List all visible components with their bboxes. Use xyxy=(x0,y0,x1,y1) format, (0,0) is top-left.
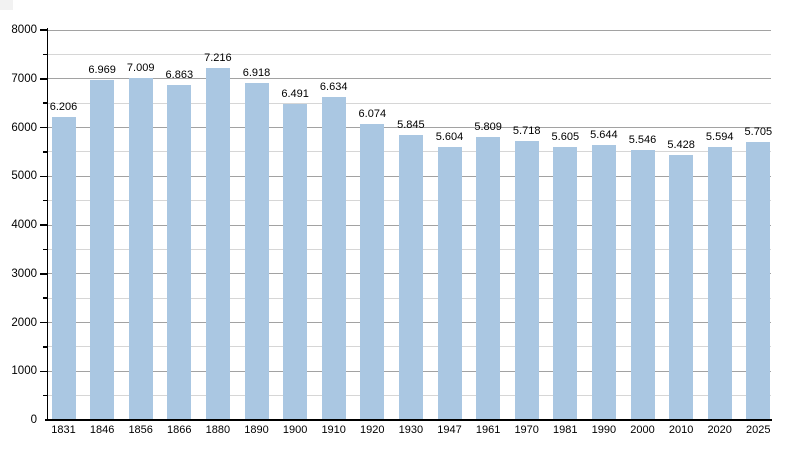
bar-1990 xyxy=(591,144,616,419)
bar-1831 xyxy=(51,117,76,419)
x-axis-tick-label: 1947 xyxy=(437,423,462,436)
bar-value-label: 6.074 xyxy=(358,107,387,120)
bar-1900 xyxy=(283,103,308,419)
bar-2025 xyxy=(746,141,771,419)
bar-2000 xyxy=(630,149,655,419)
bar-value-label: 6.491 xyxy=(281,87,309,100)
bar-1920 xyxy=(360,123,385,419)
y-major-tick xyxy=(40,78,48,80)
bar-1981 xyxy=(553,146,578,419)
y-minor-tick xyxy=(43,346,48,348)
bar-1880 xyxy=(205,68,230,419)
bar-value-label: 6.918 xyxy=(242,66,271,79)
y-minor-tick xyxy=(43,53,48,56)
bar-value-label: 7.009 xyxy=(126,62,155,75)
x-axis-tick-label: 2020 xyxy=(707,423,732,436)
bar-1890 xyxy=(244,82,269,419)
bar-1866 xyxy=(167,85,192,419)
y-axis-tick-label: 7000 xyxy=(11,72,37,85)
x-axis-tick-label: 1910 xyxy=(321,423,346,436)
y-axis-tick-label: 1000 xyxy=(11,365,37,378)
bar-value-label: 5.705 xyxy=(744,125,773,138)
bar-value-label: 6.863 xyxy=(165,69,194,82)
y-major-tick xyxy=(40,224,48,226)
x-axis-tick-label: 1890 xyxy=(244,423,269,436)
bar-value-label: 5.428 xyxy=(667,139,695,152)
bar-2020 xyxy=(707,147,732,419)
bar-2010 xyxy=(669,155,694,419)
y-major-tick xyxy=(40,321,48,324)
x-axis-tick-label: 1831 xyxy=(51,423,76,436)
y-major-tick xyxy=(40,29,48,31)
y-axis-line xyxy=(46,28,49,421)
bar-value-label: 5.809 xyxy=(474,120,502,133)
x-axis-tick-label: 1961 xyxy=(475,423,501,436)
minor-gridline xyxy=(48,53,771,55)
minor-gridline xyxy=(48,102,771,104)
y-major-tick xyxy=(40,370,48,372)
bar-value-label: 5.845 xyxy=(397,119,425,132)
bar-value-label: 5.546 xyxy=(628,133,657,146)
x-axis-tick-label: 1866 xyxy=(167,423,192,436)
bar-value-label: 5.604 xyxy=(435,130,464,143)
bar-1930 xyxy=(398,135,423,419)
y-minor-tick xyxy=(43,248,48,251)
y-minor-tick xyxy=(43,297,48,299)
x-axis-tick-label: 1880 xyxy=(205,423,231,436)
y-major-tick xyxy=(40,273,48,275)
y-axis-tick-label: 2000 xyxy=(11,316,37,329)
bar-1910 xyxy=(321,96,346,419)
y-major-tick xyxy=(40,126,48,129)
x-axis-tick-label: 1930 xyxy=(398,423,424,436)
y-axis-tick-label: 5000 xyxy=(11,170,37,183)
bar-value-label: 5.605 xyxy=(551,130,580,143)
x-axis-tick-label: 1920 xyxy=(360,423,385,436)
x-axis-tick-label: 2010 xyxy=(668,423,694,436)
y-minor-tick xyxy=(43,199,48,202)
x-axis-tick-label: 2025 xyxy=(746,423,771,436)
x-axis-tick-label: 2000 xyxy=(630,423,655,436)
bar-1947 xyxy=(437,146,462,419)
x-axis-tick-label: 1846 xyxy=(89,423,115,436)
bar-1970 xyxy=(514,141,539,419)
bar-value-label: 5.594 xyxy=(705,131,734,144)
bar-value-label: 6.634 xyxy=(319,80,348,93)
corner-artifact xyxy=(0,0,13,10)
bar-value-label: 7.216 xyxy=(204,52,232,65)
bar-1961 xyxy=(476,136,501,419)
y-axis-tick-label: 8000 xyxy=(11,24,37,36)
y-minor-tick xyxy=(43,102,48,104)
bar-value-label: 6.206 xyxy=(49,101,78,114)
x-axis-tick-label: 1990 xyxy=(591,423,617,436)
y-axis-tick-label: 0 xyxy=(30,414,37,426)
x-axis-tick-label: 1856 xyxy=(128,423,153,436)
x-axis-tick-label: 1981 xyxy=(553,423,578,436)
bar-value-label: 5.644 xyxy=(590,128,618,141)
bar-value-label: 6.969 xyxy=(88,64,116,77)
y-minor-tick xyxy=(43,151,48,153)
x-axis-tick-label: 1970 xyxy=(514,423,539,436)
y-major-tick xyxy=(40,175,48,177)
major-gridline xyxy=(48,29,771,31)
x-axis-tick-label: 1900 xyxy=(282,423,308,436)
y-axis-tick-label: 6000 xyxy=(11,121,37,134)
bar-1856 xyxy=(128,78,153,419)
y-axis-tick-label: 3000 xyxy=(11,267,37,280)
x-axis-line xyxy=(45,419,772,421)
bar-1846 xyxy=(90,80,115,419)
y-axis-tick-label: 4000 xyxy=(11,219,37,231)
y-minor-tick xyxy=(43,394,48,397)
bar-value-label: 5.718 xyxy=(512,125,541,138)
